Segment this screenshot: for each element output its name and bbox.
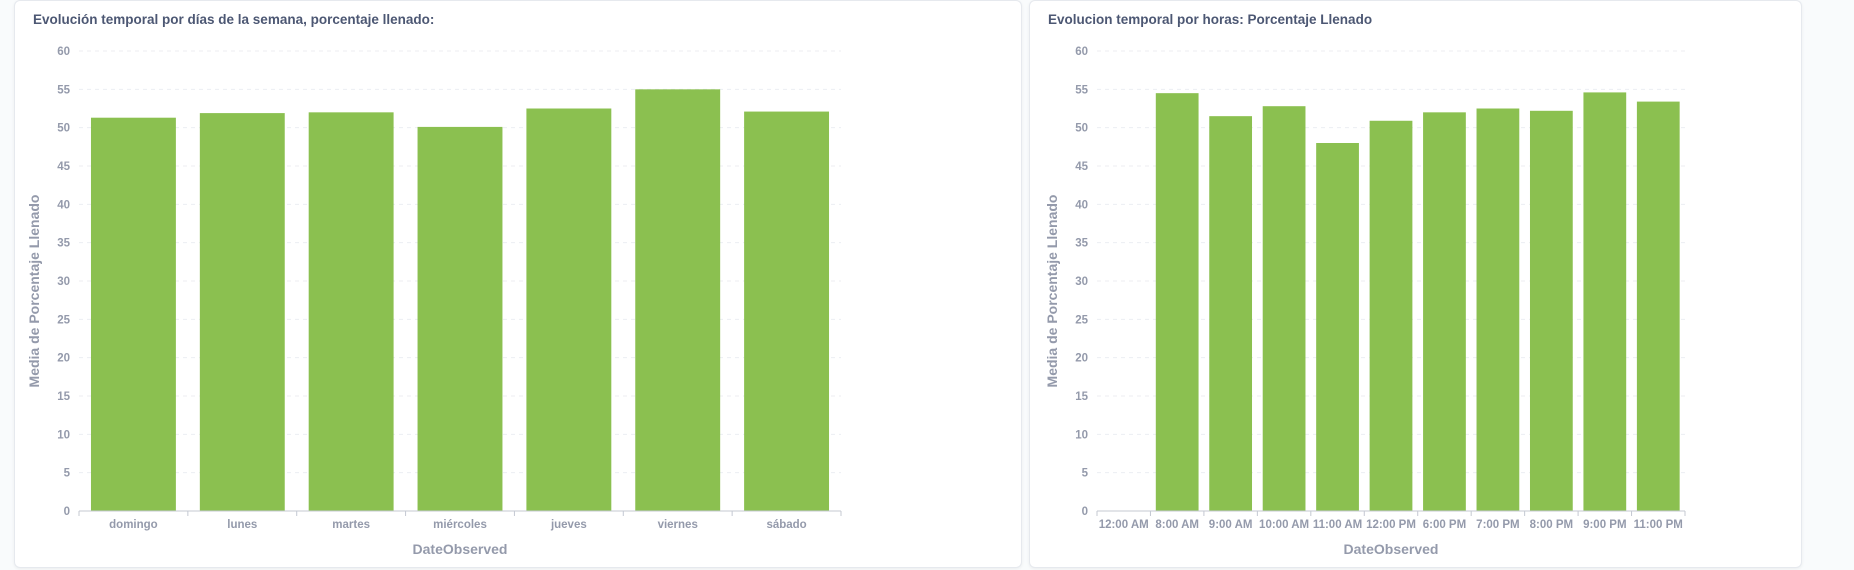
bar[interactable]: [1155, 93, 1199, 512]
bar[interactable]: [526, 108, 612, 512]
x-tick-label: 9:00 AM: [1209, 519, 1253, 531]
y-tick-label: 30: [1075, 276, 1088, 288]
chart-card-hourly: Evolucion temporal por horas: Porcentaje…: [1029, 0, 1802, 568]
y-tick-label: 55: [1075, 84, 1088, 96]
y-tick-label: 40: [1075, 199, 1088, 211]
x-tick-label: 7:00 PM: [1476, 519, 1519, 531]
bar-chart-weekday: 0 5 10 15 20 25 30 35 40 45 50 55 60 domingo lunes mart…: [26, 46, 842, 557]
x-axis-title: DateObserved: [413, 541, 508, 557]
y-axis-title: Media de Porcentaje Llenado: [1044, 195, 1060, 388]
y-axis-title: Media de Porcentaje Llenado: [26, 195, 42, 388]
x-tick-label: 11:00 AM: [1313, 519, 1362, 531]
y-tick-label: 0: [64, 506, 70, 518]
x-tick-label: 12:00 PM: [1366, 519, 1416, 531]
y-tick-label: 40: [57, 199, 70, 211]
bar[interactable]: [744, 111, 830, 512]
y-tick-label: 35: [1075, 238, 1088, 250]
bar[interactable]: [1529, 110, 1573, 512]
x-tick-label: lunes: [227, 519, 257, 531]
x-tick-label: viernes: [658, 519, 698, 531]
bar[interactable]: [90, 117, 176, 511]
x-tick-label: miércoles: [433, 519, 487, 531]
y-tick-label: 50: [1075, 123, 1088, 135]
x-tick-label: 8:00 AM: [1155, 519, 1199, 531]
x-tick-label: domingo: [109, 519, 158, 531]
x-tick-label: 6:00 PM: [1423, 519, 1466, 531]
x-tick-label: 9:00 PM: [1583, 519, 1626, 531]
y-tick-label: 45: [1075, 161, 1088, 173]
x-tick-label: martes: [332, 519, 370, 531]
y-tick-label: 5: [64, 468, 71, 480]
y-tick-label: 30: [57, 276, 70, 288]
y-tick-label: 55: [57, 84, 70, 96]
y-tick-label: 10: [1075, 429, 1088, 441]
bar[interactable]: [1262, 106, 1306, 511]
bar-chart-hourly: 0 5 10 15 20 25 30 35 40 45 50 55 60 12:00 AM 8:00 AM 9…: [1044, 46, 1686, 557]
bar[interactable]: [1636, 101, 1680, 511]
y-tick-label: 20: [1075, 353, 1088, 365]
y-tick-label: 60: [1075, 46, 1088, 58]
y-tick-label: 15: [1075, 391, 1088, 403]
x-tick-label: 8:00 PM: [1530, 519, 1573, 531]
y-tick-label: 60: [57, 46, 70, 58]
bar[interactable]: [635, 89, 721, 511]
bar[interactable]: [308, 112, 394, 511]
x-axis-title: DateObserved: [1344, 541, 1439, 557]
bar[interactable]: [1316, 143, 1359, 511]
chart-title-hourly[interactable]: Evolucion temporal por horas: Porcentaje…: [1048, 12, 1373, 27]
bar[interactable]: [1209, 116, 1253, 512]
chart-title-weekday[interactable]: Evolución temporal por días de la semana…: [33, 12, 435, 27]
x-tick-label: 10:00 AM: [1259, 519, 1309, 531]
y-tick-label: 50: [57, 123, 70, 135]
y-tick-label: 25: [57, 314, 70, 326]
bar[interactable]: [1476, 108, 1520, 512]
x-tick-label: jueves: [550, 519, 587, 531]
bar[interactable]: [1583, 92, 1627, 512]
bar[interactable]: [1369, 120, 1413, 512]
x-tick-label: 11:00 PM: [1634, 519, 1683, 531]
bar[interactable]: [417, 126, 503, 512]
x-tick-label: sábado: [766, 519, 806, 531]
x-tick-label: 12:00 AM: [1099, 519, 1149, 531]
y-tick-label: 35: [57, 238, 70, 250]
bar[interactable]: [199, 113, 285, 511]
y-tick-label: 0: [1082, 506, 1088, 518]
y-tick-label: 10: [57, 429, 70, 441]
y-tick-label: 45: [57, 161, 70, 173]
y-tick-label: 25: [1075, 314, 1088, 326]
y-tick-label: 5: [1082, 468, 1089, 480]
bar[interactable]: [1423, 112, 1466, 511]
y-tick-label: 15: [57, 391, 70, 403]
y-tick-label: 20: [57, 353, 70, 365]
chart-card-weekday: Evolución temporal por días de la semana…: [14, 0, 1022, 568]
